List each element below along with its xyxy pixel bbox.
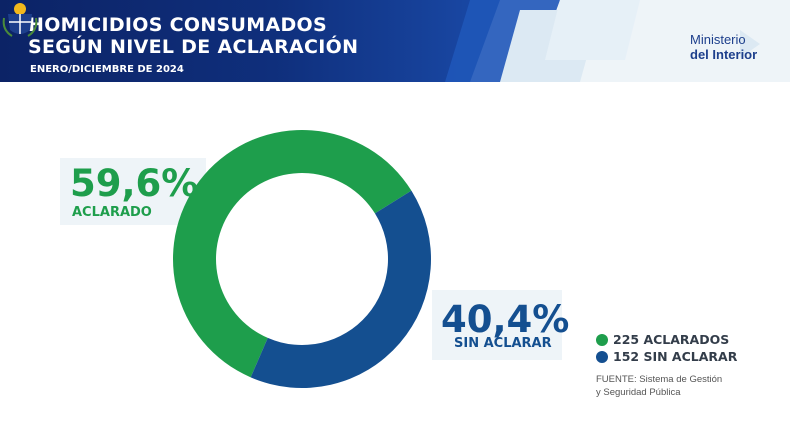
legend-label: 152 SIN ACLARAR — [613, 349, 738, 364]
org-name-bold: del Interior — [690, 47, 758, 62]
header-background — [0, 0, 790, 82]
sin-aclarar-label-panel — [432, 290, 562, 360]
header-banner: HOMICIDIOS CONSUMADOS SEGÚN NIVEL DE ACL… — [0, 0, 790, 82]
aclarado-label: ACLARADO — [72, 205, 152, 220]
org-name: Ministerio — [690, 32, 746, 47]
sin-aclarar-percent: 40,4% — [441, 298, 570, 341]
legend-label: 225 ACLARADOS — [613, 332, 730, 347]
source-note: FUENTE: Sistema de Gestión y Seguridad P… — [596, 374, 723, 398]
page-title: HOMICIDIOS CONSUMADOS SEGÚN NIVEL DE ACL… — [28, 14, 359, 58]
slice-sin-aclarar — [250, 190, 431, 388]
page-subtitle: ENERO/DICIEMBRE DE 2024 — [30, 64, 184, 75]
legend-blue-dot — [596, 351, 608, 363]
coat-of-arms-icon — [2, 3, 38, 37]
legend-green-dot — [596, 334, 608, 346]
sin-aclarar-label: SIN ACLARAR — [454, 336, 552, 351]
slice-aclarado — [172, 130, 412, 378]
aclarado-percent: 59,6% — [70, 162, 199, 205]
